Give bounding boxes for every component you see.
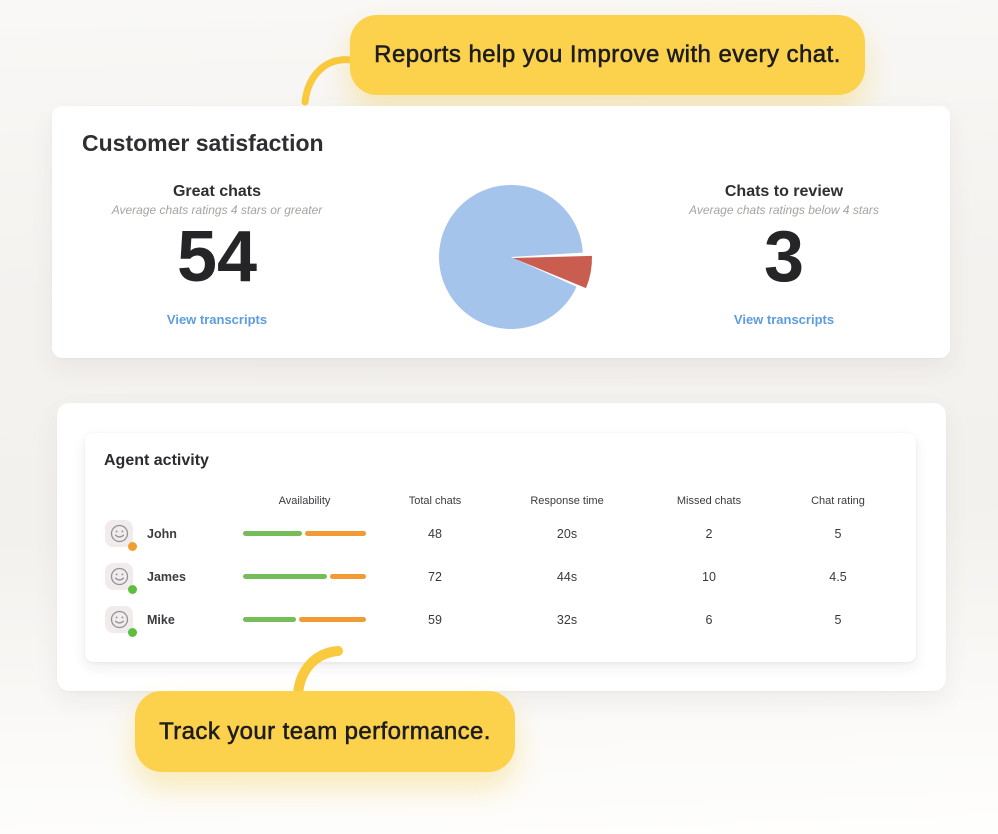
availability-bar-orange (299, 617, 366, 622)
agent-column-header-response-time: Response time (530, 495, 604, 507)
chats-to-review-stat: Chats to review Average chats ratings be… (619, 182, 949, 329)
callout-bottom-tail (293, 646, 343, 699)
agent-activity-table: Availability Total chats Response time Miss… (85, 433, 916, 662)
chat-rating-cell: 5 (834, 526, 842, 541)
total-chats-cell: 72 (428, 569, 442, 584)
pie-slice-great-chats (439, 184, 583, 329)
great-chats-stat: Great chats Average chats ratings 4 star… (52, 182, 382, 329)
agent-column-header-chat-rating: Chat rating (811, 495, 865, 507)
agent-column-header-missed-chats: Missed chats (676, 495, 742, 507)
smiley-face-icon (110, 524, 128, 543)
agent-column-header-total-chats: Total chats (408, 495, 462, 507)
callout-top: Reports help you Improve with every chat… (350, 15, 865, 95)
availability-bar-green (243, 617, 296, 622)
agent-table-row: Mike 59 32s 6 5 (85, 598, 916, 641)
smiley-face-icon (110, 567, 128, 586)
agent-cell: Mike (85, 606, 243, 637)
callout-top-tail (301, 56, 356, 106)
missed-chats-cell: 10 (702, 569, 716, 584)
smiley-face-icon (110, 610, 128, 629)
customer-satisfaction-title: Customer satisfaction (82, 130, 324, 156)
agent-activity-title: Agent activity (104, 452, 209, 469)
agent-status-dot (128, 542, 137, 551)
availability-bar-orange (330, 574, 366, 579)
chat-rating-cell: 4.5 (829, 569, 847, 584)
response-time-cell: 20s (556, 526, 578, 541)
availability-bar-green (243, 531, 302, 536)
agent-activity-outer-card: Agent activity Availability Total chats Re… (57, 403, 946, 691)
agent-avatar (105, 606, 137, 637)
agent-table-header-row: Availability Total chats Response time Miss… (85, 495, 916, 507)
great-chats-subtitle: Average chats ratings 4 stars or greater (111, 203, 323, 217)
response-time-cell: 44s (556, 569, 578, 584)
agent-activity-card: Agent activity Availability Total chats Re… (85, 433, 916, 662)
chats-to-review-value: 3 (763, 217, 805, 297)
agent-table-row: James 72 44s 10 4.5 (85, 555, 916, 598)
agent-table-row: John 48 20s 2 5 (85, 512, 916, 555)
agent-name: Mike (147, 612, 175, 627)
availability-bar-green (243, 574, 327, 579)
great-chats-value: 54 (176, 217, 258, 297)
agent-avatar (105, 563, 137, 594)
chats-to-review-view-transcripts-link[interactable]: View transcripts (733, 312, 835, 327)
agent-cell: James (85, 563, 243, 594)
total-chats-cell: 59 (428, 612, 442, 627)
availability-bar (243, 531, 366, 536)
response-time-cell: 32s (556, 612, 578, 627)
availability-bar (243, 617, 366, 622)
chats-to-review-label: Chats to review (724, 183, 844, 200)
availability-bar (243, 574, 366, 579)
availability-cell (243, 617, 366, 622)
callout-top-text: Reports help you Improve with every chat… (374, 41, 841, 69)
satisfaction-pie-chart (439, 184, 592, 329)
agent-column-header-availability: Availability (278, 495, 331, 507)
great-chats-label: Great chats (172, 183, 262, 200)
great-chats-view-transcripts-link[interactable]: View transcripts (166, 312, 268, 327)
callout-bottom: Track your team performance. (135, 691, 515, 772)
agent-status-dot (128, 585, 137, 594)
pie-slice-chats-to-review (513, 255, 592, 289)
chat-rating-cell: 5 (834, 612, 842, 627)
agent-table-body: John 48 20s 2 5 James (85, 512, 916, 641)
availability-cell (243, 531, 366, 536)
total-chats-cell: 48 (428, 526, 442, 541)
chats-to-review-subtitle: Average chats ratings below 4 stars (689, 203, 879, 217)
agent-avatar (105, 520, 137, 551)
availability-bar-orange (305, 531, 366, 536)
agent-cell: John (85, 520, 243, 551)
customer-satisfaction-card: Customer satisfaction Great chats Averag… (52, 106, 950, 358)
callout-bottom-text: Track your team performance. (159, 717, 491, 745)
agent-name: James (147, 569, 186, 584)
missed-chats-cell: 2 (705, 526, 713, 541)
agent-name: John (147, 526, 177, 541)
agent-status-dot (128, 628, 137, 637)
availability-cell (243, 574, 366, 579)
missed-chats-cell: 6 (705, 612, 713, 627)
